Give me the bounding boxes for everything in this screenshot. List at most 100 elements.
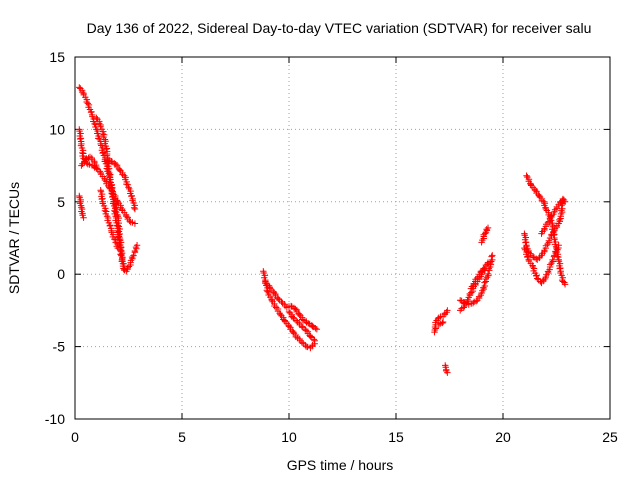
data-point-marker [126, 217, 133, 225]
data-point-marker [529, 253, 537, 261]
data-point-marker [80, 214, 87, 221]
series-arc-15 [457, 252, 496, 308]
data-point-marker [561, 281, 569, 288]
data-point-marker [545, 237, 553, 244]
data-point-marker [76, 84, 83, 91]
data-point-marker [96, 168, 104, 175]
data-point-marker [101, 176, 109, 184]
data-point-marker [312, 325, 319, 332]
data-point-marker [112, 160, 119, 168]
data-point-marker [484, 224, 492, 232]
data-point-marker [96, 120, 103, 127]
data-point-marker [481, 279, 488, 286]
data-point-marker [130, 204, 138, 211]
data-point-marker [480, 284, 487, 291]
data-point-marker [521, 244, 528, 252]
x-axis-label: GPS time / hours [287, 457, 394, 473]
data-point-marker [488, 253, 495, 260]
data-point-marker [479, 287, 486, 294]
data-point-marker [546, 266, 553, 273]
data-point-marker [292, 317, 300, 324]
data-point-marker [127, 257, 135, 264]
data-point-marker [270, 289, 278, 297]
data-point-marker [313, 326, 321, 333]
series-arc-10 [285, 308, 318, 345]
data-point-marker [484, 270, 492, 278]
data-point-marker [298, 339, 306, 346]
data-point-marker [84, 100, 92, 107]
data-point-marker [130, 252, 137, 259]
x-tick-label: 0 [71, 429, 79, 445]
x-tick-label: 15 [388, 429, 404, 445]
data-point-marker [304, 343, 311, 351]
data-point-marker [534, 275, 541, 282]
data-point-marker [111, 235, 118, 243]
data-point-marker [479, 236, 486, 244]
data-point-marker [123, 213, 130, 220]
series-arc-21 [538, 195, 569, 237]
series-arc-11 [431, 307, 451, 336]
data-point-marker [544, 240, 551, 248]
data-point-marker [285, 308, 293, 316]
data-point-marker [131, 220, 139, 227]
y-tick-label: 15 [49, 49, 65, 65]
data-point-marker [121, 172, 128, 179]
data-point-marker [444, 307, 451, 314]
data-point-marker [546, 261, 554, 268]
data-point-marker [457, 297, 464, 304]
data-point-marker [556, 218, 564, 225]
series-arc-12 [435, 318, 447, 329]
data-point-marker [101, 207, 109, 214]
series-arc-8 [260, 268, 318, 352]
data-point-marker [268, 297, 276, 304]
series-arc-6 [103, 156, 139, 213]
chart-title: Day 136 of 2022, Sidereal Day-to-day VTE… [87, 20, 592, 36]
data-point-marker [298, 323, 306, 330]
data-point-marker [311, 337, 318, 345]
data-point-marker [549, 256, 556, 264]
data-point-marker [131, 205, 139, 213]
y-tick-label: -5 [53, 339, 66, 355]
series-arc-7 [97, 187, 121, 252]
data-point-marker [125, 184, 132, 191]
data-points [76, 84, 569, 376]
y-tick-label: 5 [57, 194, 65, 210]
data-point-marker [99, 149, 107, 156]
data-point-marker [548, 259, 555, 267]
series-arc-16 [467, 265, 487, 292]
data-point-marker [561, 198, 569, 205]
plot-frame [74, 56, 611, 420]
data-point-marker [99, 130, 106, 138]
data-point-marker [290, 314, 297, 321]
data-point-marker [264, 288, 271, 295]
data-point-marker [435, 321, 442, 329]
data-point-marker [78, 88, 86, 96]
y-axis-label: SDTVAR / TECUs [6, 182, 22, 294]
data-point-marker [469, 299, 477, 307]
data-point-marker [305, 320, 312, 327]
y-tick-label: 10 [49, 121, 65, 137]
x-tick-label: 20 [495, 429, 511, 445]
data-point-marker [532, 255, 540, 262]
axis-ticks: 0 5 10 15 20 25 -10 -5 0 5 10 15 [45, 49, 618, 445]
data-point-marker [529, 263, 537, 271]
data-point-marker [439, 319, 446, 327]
data-point-marker [489, 252, 496, 259]
x-tick-label: 25 [602, 429, 618, 445]
data-point-marker [112, 239, 119, 246]
series-arc-4 [78, 153, 100, 171]
series-arc-17 [478, 224, 492, 246]
data-point-marker [310, 336, 318, 343]
data-point-marker [484, 260, 491, 268]
series-arc-20 [521, 242, 562, 287]
data-point-marker [439, 318, 447, 326]
data-point-marker [124, 264, 131, 272]
x-tick-label: 10 [281, 429, 297, 445]
y-tick-label: -10 [45, 411, 65, 427]
data-point-marker [128, 253, 136, 261]
data-point-marker [556, 216, 563, 224]
series-arc-5 [93, 114, 141, 275]
data-point-marker [114, 244, 121, 252]
grid [75, 57, 610, 419]
